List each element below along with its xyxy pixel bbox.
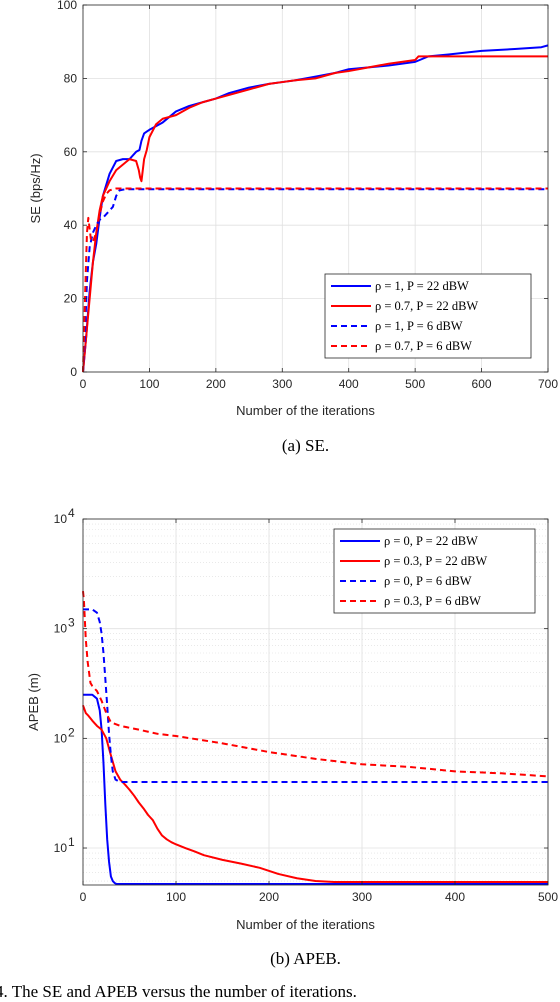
x-tick-label: 300 bbox=[272, 377, 292, 391]
figure-caption: 4. The SE and APEB versus the number of … bbox=[0, 982, 357, 1001]
x-axis-label: Number of the iterations bbox=[236, 917, 375, 932]
y-axis-label: APEB (m) bbox=[26, 673, 41, 731]
y-tick-label: 10 bbox=[54, 731, 68, 745]
x-tick-label: 0 bbox=[80, 890, 87, 904]
legend-label-2: ρ = 0.3, P = 22 dBW bbox=[384, 554, 487, 568]
panel-caption: (b) APEB. bbox=[270, 949, 341, 968]
x-tick-label: 0 bbox=[80, 377, 87, 391]
panel-caption: (a) SE. bbox=[282, 436, 329, 455]
x-tick-label: 200 bbox=[206, 377, 226, 391]
series-line-4 bbox=[82, 187, 548, 373]
axes-frame bbox=[82, 518, 549, 886]
y-tick-exponent: 4 bbox=[68, 506, 75, 520]
y-tick-label: 40 bbox=[64, 218, 78, 232]
x-tick-label: 300 bbox=[352, 890, 372, 904]
x-tick-label: 100 bbox=[166, 890, 186, 904]
legend-label-1: ρ = 1, P = 22 dBW bbox=[375, 279, 469, 293]
x-tick-label: 500 bbox=[538, 890, 558, 904]
x-tick-label: 700 bbox=[538, 377, 558, 391]
y-axis-label: SE (bps/Hz) bbox=[28, 153, 43, 223]
x-axis-label: Number of the iterations bbox=[236, 403, 375, 418]
y-tick-label: 100 bbox=[57, 0, 77, 12]
legend: ρ = 0, P = 22 dBW ρ = 0.3, P = 22 dBW ρ = … bbox=[333, 528, 536, 614]
legend-box bbox=[333, 528, 536, 614]
legend-label-4: ρ = 0.3, P = 6 dBW bbox=[384, 594, 481, 608]
series-line-3 bbox=[83, 608, 548, 783]
y-tick-label: 10 bbox=[54, 622, 68, 636]
y-tick-label: 10 bbox=[54, 841, 68, 855]
x-tick-label: 400 bbox=[339, 377, 359, 391]
y-tick-exponent: 1 bbox=[68, 835, 75, 849]
y-tick-label: 20 bbox=[64, 292, 78, 306]
y-tick-exponent: 2 bbox=[68, 725, 75, 739]
legend-label-3: ρ = 0, P = 6 dBW bbox=[384, 574, 472, 588]
y-tick-exponent: 3 bbox=[68, 616, 75, 630]
legend-label-1: ρ = 0, P = 22 dBW bbox=[384, 534, 478, 548]
series-line-4 bbox=[82, 591, 549, 778]
y-tick-label: 0 bbox=[70, 365, 77, 379]
y-tick-label: 60 bbox=[64, 145, 78, 159]
series-line-1 bbox=[83, 693, 548, 885]
series-line-2 bbox=[82, 704, 548, 883]
x-tick-label: 600 bbox=[472, 377, 492, 391]
axes-frame bbox=[82, 4, 549, 373]
legend-label-2: ρ = 0.7, P = 22 dBW bbox=[375, 299, 478, 313]
legend-label-3: ρ = 1, P = 6 dBW bbox=[375, 319, 463, 333]
x-tick-label: 100 bbox=[139, 377, 159, 391]
series-line-2 bbox=[82, 55, 548, 373]
legend: ρ = 1, P = 22 dBW ρ = 0.7, P = 22 dBW ρ = … bbox=[324, 273, 532, 359]
y-tick-label: 10 bbox=[54, 512, 68, 526]
x-tick-label: 200 bbox=[259, 890, 279, 904]
y-tick-label: 80 bbox=[64, 71, 78, 85]
series-line-1 bbox=[82, 44, 549, 373]
x-tick-label: 500 bbox=[405, 377, 425, 391]
series-line-3 bbox=[82, 188, 548, 373]
x-tick-label: 400 bbox=[445, 890, 465, 904]
legend-box bbox=[324, 273, 532, 359]
chart-se: 0 100 200 300 400 500 600 700 0 20 40 60 80 100 Number… bbox=[28, 0, 558, 455]
legend-label-4: ρ = 0.7, P = 6 dBW bbox=[375, 339, 472, 353]
